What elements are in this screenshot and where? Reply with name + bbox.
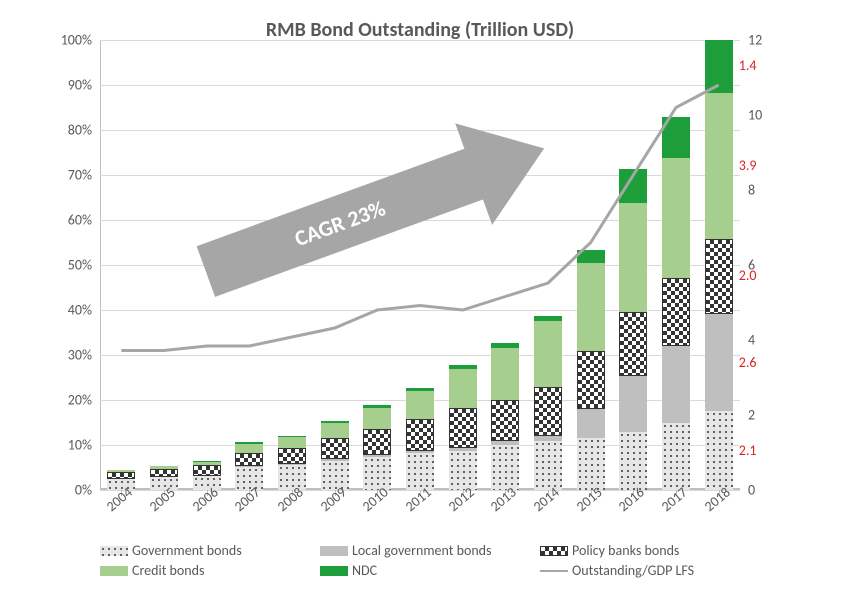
legend-item: Credit bonds: [100, 562, 204, 579]
legend-swatch: [540, 570, 568, 572]
legend-label: Government bonds: [132, 542, 242, 559]
line-series: [100, 40, 740, 490]
y2-tick-label: 12: [748, 32, 762, 49]
legend-item: Local government bonds: [320, 542, 492, 559]
y1-tick-label: 80%: [68, 122, 92, 139]
legend-label: Credit bonds: [132, 562, 204, 579]
value-label: 1.4: [739, 57, 757, 74]
y-axis-left: 0%10%20%30%40%50%60%70%80%90%100%: [30, 40, 100, 490]
y1-tick-label: 50%: [68, 257, 92, 274]
y1-tick-label: 90%: [68, 77, 92, 94]
y2-tick-label: 2: [748, 407, 755, 424]
legend-label: Local government bonds: [352, 542, 492, 559]
legend-swatch: [100, 566, 128, 576]
y1-tick-label: 70%: [68, 167, 92, 184]
y1-tick-label: 100%: [61, 32, 92, 49]
value-label: 2.0: [739, 267, 757, 284]
y1-tick-label: 30%: [68, 347, 92, 364]
legend-swatch: [320, 546, 348, 556]
y2-tick-label: 10: [748, 107, 762, 124]
legend-item: Policy banks bonds: [540, 542, 679, 559]
chart-container: RMB Bond Outstanding (Trillion USD) 0% 10…: [30, 10, 810, 580]
x-axis: 2004200520062007200820092010201120122013…: [100, 490, 740, 540]
y1-tick-label: 60%: [68, 212, 92, 229]
chart-title: RMB Bond Outstanding (Trillion USD): [30, 18, 810, 42]
value-label: 3.9: [739, 157, 757, 174]
legend-swatch: [100, 546, 128, 556]
legend-label: Policy banks bonds: [572, 542, 679, 559]
y1-tick-label: 0%: [75, 482, 92, 499]
y1-tick-label: 10%: [68, 437, 92, 454]
y1-tick-label: 40%: [68, 302, 92, 319]
y2-tick-label: 8: [748, 182, 755, 199]
legend-item: Outstanding/GDP LFS: [540, 562, 694, 579]
legend-label: Outstanding/GDP LFS: [572, 562, 694, 579]
plot-area: 1.43.92.02.62.1CAGR 23%: [100, 40, 740, 490]
legend-swatch: [540, 546, 568, 556]
cagr-arrow: CAGR 23%: [195, 155, 555, 265]
value-label: 2.6: [739, 354, 757, 371]
legend-label: NDC: [352, 562, 377, 579]
y-axis-right: 024681012: [740, 40, 800, 490]
legend-swatch: [320, 566, 348, 576]
y1-tick-label: 20%: [68, 392, 92, 409]
y2-tick-label: 4: [748, 332, 755, 349]
legend-item: Government bonds: [100, 542, 242, 559]
legend-item: NDC: [320, 562, 377, 579]
y2-tick-label: 0: [748, 482, 755, 499]
value-label: 2.1: [739, 442, 757, 459]
